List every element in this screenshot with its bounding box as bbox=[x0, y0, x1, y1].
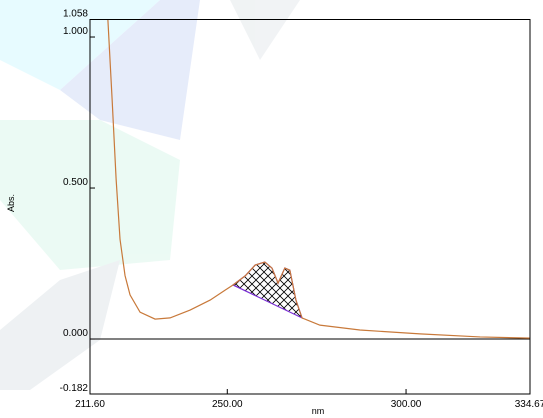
y-tick-label: 0.500 bbox=[63, 177, 88, 188]
y-axis-label: Abs. bbox=[6, 194, 16, 212]
plot-frame bbox=[89, 19, 531, 395]
x-tick-label: 300.00 bbox=[391, 399, 422, 410]
x-axis-label: nm bbox=[312, 406, 325, 416]
y-tick-label: 0.000 bbox=[63, 328, 88, 339]
peak-region bbox=[231, 261, 304, 320]
x-tick-label: 211.60 bbox=[75, 399, 105, 410]
x-tick-label: 334.67 bbox=[515, 399, 543, 410]
spectrum-line bbox=[107, 19, 531, 339]
watermark bbox=[0, 0, 300, 390]
y-tick-label: -0.182 bbox=[60, 383, 89, 394]
x-tick-label: 250.00 bbox=[212, 399, 243, 410]
y-tick-label: 1.058 bbox=[63, 9, 88, 20]
y-tick-label: 1.000 bbox=[63, 26, 88, 37]
